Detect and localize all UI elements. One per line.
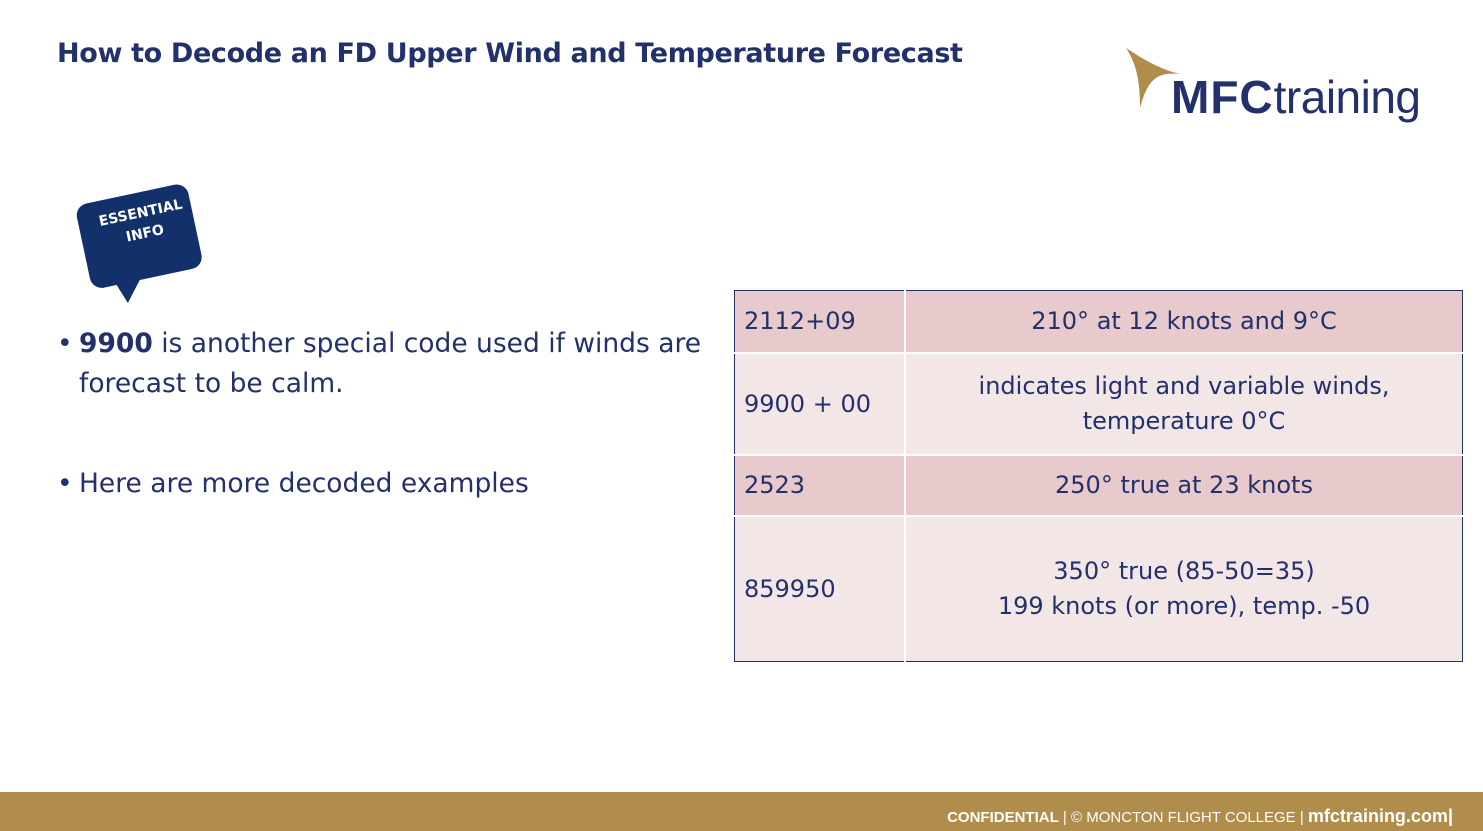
- slide-title: How to Decode an FD Upper Wind and Tempe…: [57, 38, 963, 69]
- footer-separator: |: [1058, 809, 1071, 826]
- footer-confidential: CONFIDENTIAL: [947, 809, 1059, 826]
- bullet-text: is another special code used if winds ar…: [79, 328, 702, 399]
- gold-swoosh-icon: [1126, 48, 1180, 108]
- decoded-examples-table: 2112+09 210° at 12 knots and 9°C 9900 + …: [734, 290, 1463, 662]
- meaning-cell: indicates light and variable winds, temp…: [905, 351, 1463, 455]
- footer-separator: |: [1295, 809, 1308, 826]
- table-row: 2523 250° true at 23 knots: [734, 453, 1463, 516]
- mfc-training-logo: MFCtraining: [1122, 44, 1432, 126]
- bullet-item: Here are more decoded examples: [57, 464, 717, 504]
- footer-text: CONFIDENTIAL | © MONCTON FLIGHT COLLEGE …: [947, 806, 1453, 827]
- meaning-line: 350° true (85-50=35): [1053, 556, 1315, 585]
- bullet-text: Here are more decoded examples: [79, 468, 529, 499]
- code-cell: 859950: [734, 514, 906, 662]
- table-row: 2112+09 210° at 12 knots and 9°C: [734, 290, 1463, 353]
- code-cell: 9900 + 00: [734, 351, 906, 455]
- meaning-line: 210° at 12 knots and 9°C: [1031, 306, 1337, 335]
- logo-wordmark: MFCtraining: [1171, 72, 1421, 122]
- meaning-line: 250° true at 23 knots: [1055, 470, 1313, 499]
- footer-bar: CONFIDENTIAL | © MONCTON FLIGHT COLLEGE …: [0, 792, 1483, 831]
- meaning-cell: 250° true at 23 knots: [905, 453, 1463, 516]
- bullet-item: 9900 is another special code used if win…: [57, 324, 717, 404]
- logo-brand: MFC: [1171, 71, 1274, 123]
- footer-site-link[interactable]: mfctraining.com: [1307, 806, 1448, 826]
- footer-copyright: © MONCTON FLIGHT COLLEGE: [1070, 809, 1296, 826]
- meaning-line: temperature 0°C: [1082, 406, 1286, 435]
- bullet-list: 9900 is another special code used if win…: [57, 324, 717, 504]
- meaning-cell: 210° at 12 knots and 9°C: [905, 290, 1463, 353]
- logo-suffix: training: [1273, 71, 1421, 123]
- code-cell: 2523: [734, 453, 906, 516]
- table-row: 859950 350° true (85-50=35) 199 knots (o…: [734, 514, 1463, 662]
- essential-info-badge: ESSENTIAL INFO: [70, 175, 210, 305]
- meaning-cell: 350° true (85-50=35) 199 knots (or more)…: [905, 514, 1463, 662]
- code-cell: 2112+09: [734, 290, 906, 353]
- meaning-line: indicates light and variable winds,: [978, 371, 1390, 400]
- table-row: 9900 + 00 indicates light and variable w…: [734, 351, 1463, 455]
- meaning-line: 199 knots (or more), temp. -50: [997, 591, 1371, 620]
- speech-bubble-icon: [76, 184, 202, 304]
- footer-trailing-bar: |: [1447, 806, 1453, 826]
- bullet-bold-term: 9900: [79, 328, 153, 359]
